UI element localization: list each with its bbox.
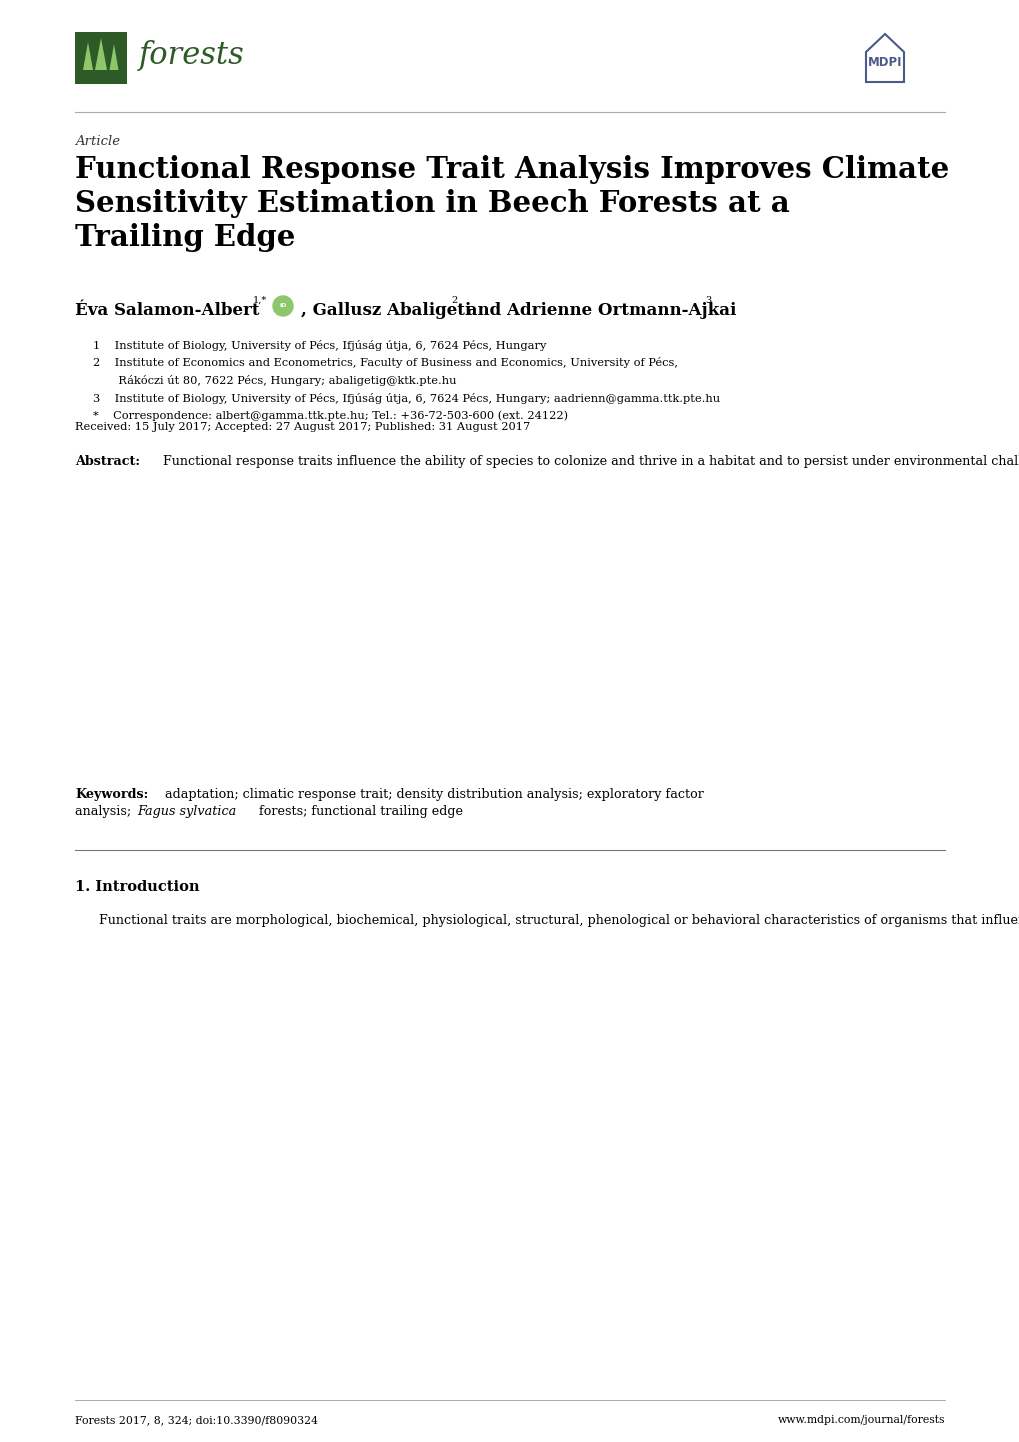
Text: Abstract:: Abstract: (75, 456, 140, 469)
Text: 1,*: 1,* (253, 296, 267, 306)
Text: analysis;: analysis; (75, 805, 135, 818)
Text: 3: 3 (704, 296, 710, 306)
Text: 1. Introduction: 1. Introduction (75, 880, 200, 894)
Text: 2: 2 (450, 296, 457, 306)
Circle shape (273, 296, 292, 316)
Text: forests: forests (139, 40, 245, 71)
Text: Fagus sylvatica: Fagus sylvatica (137, 805, 236, 818)
Polygon shape (83, 42, 93, 71)
Text: , Gallusz Abaligeti: , Gallusz Abaligeti (301, 301, 471, 319)
Text: Functional response traits influence the ability of species to colonize and thri: Functional response traits influence the… (163, 456, 1019, 469)
Text: and Adrienne Ortmann-Ajkai: and Adrienne Ortmann-Ajkai (461, 301, 736, 319)
Polygon shape (865, 35, 903, 82)
Text: www.mdpi.com/journal/forests: www.mdpi.com/journal/forests (776, 1415, 944, 1425)
Text: adaptation; climatic response trait; density distribution analysis; exploratory : adaptation; climatic response trait; den… (165, 787, 703, 800)
Bar (75, 32, 127, 84)
Text: 1    Institute of Biology, University of Pécs, Ifjúság útja, 6, 7624 Pécs, Hunga: 1 Institute of Biology, University of Pé… (93, 340, 546, 350)
Text: 3    Institute of Biology, University of Pécs, Ifjúság útja, 6, 7624 Pécs, Hunga: 3 Institute of Biology, University of Pé… (93, 392, 719, 404)
Text: Éva Salamon-Albert: Éva Salamon-Albert (75, 301, 259, 319)
Text: Forests 2017, 8, 324; doi:10.3390/f8090324: Forests 2017, 8, 324; doi:10.3390/f80903… (75, 1415, 318, 1425)
Text: forests; functional trailing edge: forests; functional trailing edge (255, 805, 463, 818)
Text: Keywords:: Keywords: (75, 787, 148, 800)
Text: Functional traits are morphological, biochemical, physiological, structural, phe: Functional traits are morphological, bio… (75, 914, 1019, 927)
Text: MDPI: MDPI (867, 56, 902, 69)
Text: iD: iD (279, 303, 286, 309)
Text: 2    Institute of Economics and Econometrics, Faculty of Business and Economics,: 2 Institute of Economics and Econometric… (93, 358, 678, 369)
Text: Rákóczi út 80, 7622 Pécs, Hungary; abaligetig@ktk.pte.hu: Rákóczi út 80, 7622 Pécs, Hungary; abali… (93, 375, 457, 386)
Text: Article: Article (75, 136, 120, 149)
Polygon shape (109, 45, 118, 71)
Text: Functional Response Trait Analysis Improves Climate
Sensitivity Estimation in Be: Functional Response Trait Analysis Impro… (75, 154, 949, 252)
Text: Received: 15 July 2017; Accepted: 27 August 2017; Published: 31 August 2017: Received: 15 July 2017; Accepted: 27 Aug… (75, 423, 530, 433)
Polygon shape (95, 37, 107, 71)
Text: *    Correspondence: albert@gamma.ttk.pte.hu; Tel.: +36-72-503-600 (ext. 24122): * Correspondence: albert@gamma.ttk.pte.h… (93, 410, 568, 421)
